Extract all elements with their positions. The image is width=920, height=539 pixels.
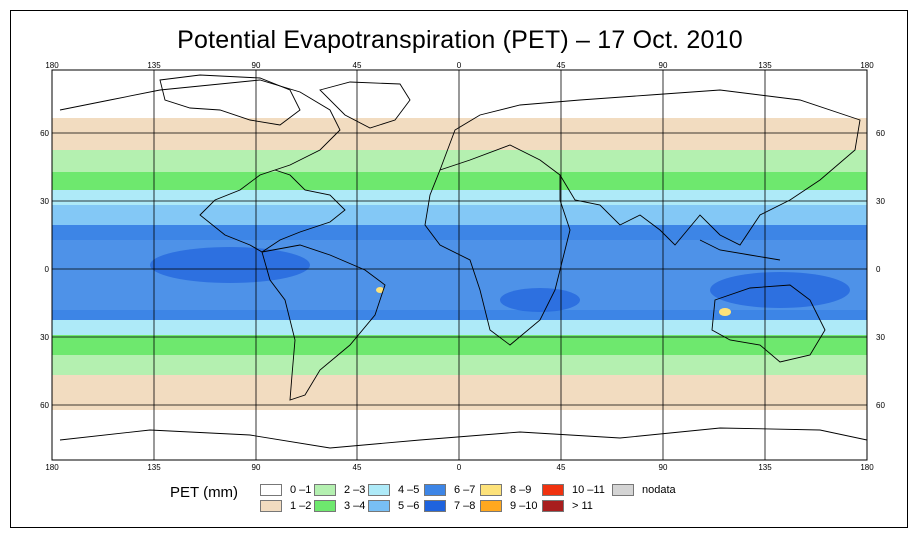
legend-label: 5 –6 xyxy=(398,500,420,512)
lon-tick-label: 90 xyxy=(659,463,668,472)
lat-tick-label: 60 xyxy=(40,129,49,138)
legend-swatch xyxy=(314,484,336,496)
lat-tick-label: 0 xyxy=(45,265,50,274)
lon-tick-label: 90 xyxy=(659,61,668,70)
legend-label: 10 –11 xyxy=(572,484,605,496)
lon-tick-label: 45 xyxy=(353,61,362,70)
legend-label: 7 –8 xyxy=(454,500,476,512)
legend-swatch xyxy=(368,484,390,496)
pet-band-0-1-south xyxy=(52,410,867,460)
lon-tick-label: 0 xyxy=(457,463,462,472)
pet-patch-africa xyxy=(500,288,580,312)
greenland-outline xyxy=(319,81,411,129)
north-america-outline xyxy=(59,79,346,253)
legend-swatch xyxy=(314,500,336,512)
eurasia-outline xyxy=(439,89,861,246)
lon-tick-label: 90 xyxy=(252,463,261,472)
pet-patch-8-9 xyxy=(719,308,731,316)
lat-tick-label: 30 xyxy=(40,333,49,342)
lon-tick-label: 45 xyxy=(353,463,362,472)
legend-swatch xyxy=(542,484,564,496)
lat-labels-right: 60 30 0 30 60 xyxy=(876,129,885,410)
legend-label: 4 –5 xyxy=(398,484,420,496)
lon-tick-label: 135 xyxy=(758,61,772,70)
lat-tick-label: 60 xyxy=(876,129,885,138)
lat-tick-label: 60 xyxy=(876,401,885,410)
legend-swatch xyxy=(480,500,502,512)
legend-swatch xyxy=(424,500,446,512)
lon-labels-top: 180 135 90 45 0 45 90 135 180 xyxy=(45,61,874,70)
lon-tick-label: 45 xyxy=(557,463,566,472)
legend-swatch xyxy=(260,500,282,512)
lat-tick-label: 30 xyxy=(876,333,885,342)
pet-patch-australia xyxy=(710,272,850,308)
legend-label: 0 –1 xyxy=(290,484,312,496)
lon-tick-label: 180 xyxy=(45,463,59,472)
lon-labels-bottom: 180 135 90 45 0 45 90 135 180 xyxy=(45,463,874,472)
lon-tick-label: 180 xyxy=(860,61,874,70)
map-border xyxy=(51,69,868,461)
legend-swatch xyxy=(368,500,390,512)
legend-title: PET (mm) xyxy=(170,484,239,501)
legend-swatch xyxy=(260,484,282,496)
lon-tick-label: 0 xyxy=(457,61,462,70)
lat-tick-label: 0 xyxy=(876,265,881,274)
legend-label: nodata xyxy=(642,484,676,496)
legend-swatch xyxy=(424,484,446,496)
arctic-islands-outline xyxy=(159,74,301,126)
figure-frame xyxy=(10,10,908,528)
lat-tick-label: 60 xyxy=(40,401,49,410)
lat-tick-label: 30 xyxy=(40,197,49,206)
legend-label: 9 –10 xyxy=(510,500,538,512)
lon-tick-label: 135 xyxy=(147,61,161,70)
pet-patch-pacific xyxy=(150,247,310,283)
legend-swatch xyxy=(480,484,502,496)
pet-band-1-2-south xyxy=(52,375,867,410)
legend-label: 1 –2 xyxy=(290,500,312,512)
africa-outline xyxy=(424,144,571,346)
lon-tick-label: 90 xyxy=(252,61,261,70)
graticule xyxy=(52,70,867,460)
antarctica-outline xyxy=(59,427,867,449)
legend-swatch xyxy=(542,500,564,512)
map-title: Potential Evapotranspiration (PET) – 17 … xyxy=(177,26,743,54)
legend-label: > 11 xyxy=(572,500,593,512)
lon-tick-label: 45 xyxy=(557,61,566,70)
lat-tick-label: 30 xyxy=(876,197,885,206)
lon-tick-label: 180 xyxy=(45,61,59,70)
legend-label: 3 –4 xyxy=(344,500,366,512)
south-america-outline xyxy=(261,244,386,401)
legend-label: 8 –9 xyxy=(510,484,532,496)
lon-tick-label: 180 xyxy=(860,463,874,472)
lat-labels-left: 60 30 0 30 60 xyxy=(40,129,49,410)
legend-swatch xyxy=(612,484,634,496)
pet-patch-8-9-brazil xyxy=(376,287,384,293)
legend-label: 6 –7 xyxy=(454,484,476,496)
lon-tick-label: 135 xyxy=(147,463,161,472)
legend-label: 2 –3 xyxy=(344,484,366,496)
lon-tick-label: 135 xyxy=(758,463,772,472)
